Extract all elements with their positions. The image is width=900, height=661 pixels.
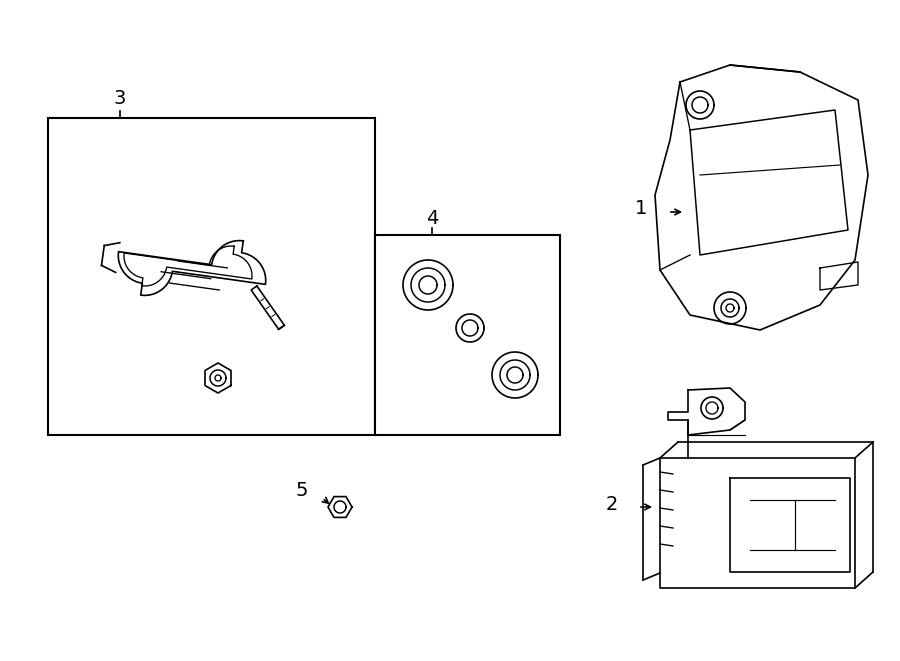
Text: 3: 3 [113,89,126,108]
Text: 2: 2 [606,496,618,514]
Text: 5: 5 [295,481,308,500]
Text: 1: 1 [634,198,647,217]
Bar [375,235,560,435]
Bar [48,118,375,435]
Text: 4: 4 [426,208,438,227]
